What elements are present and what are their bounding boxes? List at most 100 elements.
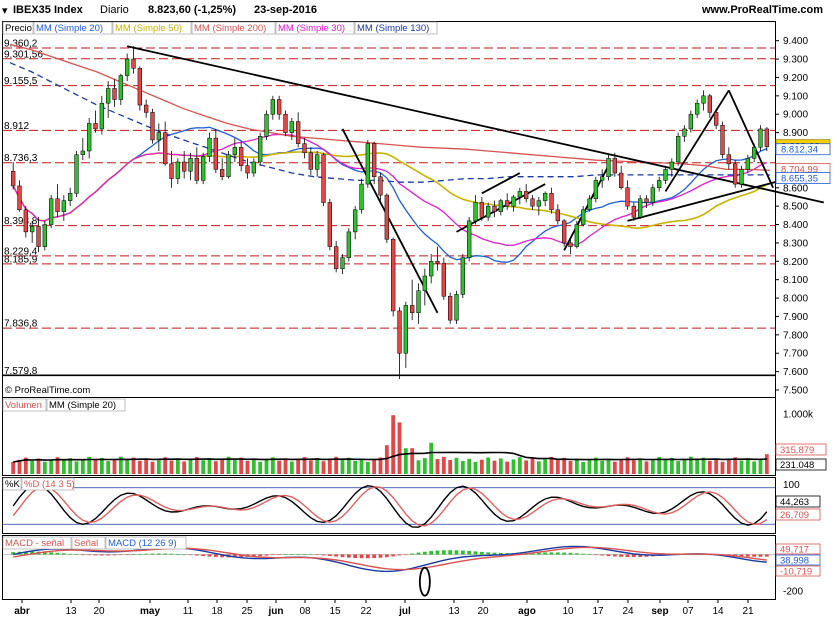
volume-bar: [321, 461, 326, 474]
candle-body: [657, 180, 662, 189]
candle-body: [391, 238, 396, 312]
candle-body: [555, 209, 560, 222]
macd-histogram-bar: [327, 554, 332, 556]
macd-histogram-bar: [365, 554, 370, 559]
price-tick-label: 7.500: [783, 386, 808, 397]
level-label: 9.301,56: [4, 49, 43, 60]
volume-bar: [758, 459, 763, 474]
volume-bar: [524, 460, 529, 474]
volume-bar: [460, 460, 465, 474]
price-change: 8.823,60 (-1,25%): [148, 4, 237, 16]
date-tick-label: 17: [592, 606, 604, 617]
candle-body: [644, 198, 649, 203]
price-tick-label: 8.300: [783, 238, 808, 249]
volume-bar: [543, 459, 548, 474]
macd-histogram-bar: [391, 554, 396, 557]
macd-histogram-bar: [422, 551, 427, 555]
volume-bar: [530, 458, 535, 474]
macd-histogram-bar: [498, 552, 503, 555]
candle-body: [144, 104, 149, 113]
price-tick-label: 8.000: [783, 294, 808, 305]
volume-bar: [479, 459, 484, 474]
volume-bar: [701, 457, 706, 474]
candle-body: [80, 150, 85, 155]
macd-histogram-bar: [543, 552, 548, 555]
macd-histogram-bar: [277, 554, 282, 556]
symbol-name[interactable]: IBEX35 Index: [13, 4, 83, 16]
level-label: 7.836,8: [4, 319, 38, 330]
volume-bar: [657, 456, 662, 474]
macd-histogram-bar: [182, 554, 187, 556]
level-label: 8.229,4: [4, 246, 38, 257]
volume-bar: [213, 461, 218, 474]
level-label: 8.393,8: [4, 216, 38, 227]
candle-body: [384, 194, 389, 240]
legend-mm20: MM (Simple 20): [36, 23, 103, 34]
volume-bar: [403, 448, 408, 474]
macd-histogram-bar: [175, 554, 180, 555]
candle-body: [321, 154, 326, 203]
candle-body: [36, 226, 41, 247]
volume-bar: [429, 442, 434, 474]
candle-body: [422, 275, 427, 291]
level-label: 8.736,3: [4, 153, 38, 164]
volume-bar: [454, 457, 459, 474]
candle-body: [454, 294, 459, 321]
macd-histogram-bar: [758, 554, 763, 557]
candle-body: [93, 123, 98, 130]
trendline: [728, 89, 774, 189]
candle-body: [49, 198, 54, 225]
volume-bar: [562, 457, 567, 474]
volume-bar: [245, 460, 250, 474]
candle-body: [581, 209, 586, 225]
candle-body: [277, 99, 282, 115]
volume-bar: [372, 459, 377, 474]
date-tick-label: 22: [360, 606, 372, 617]
volume-bar: [201, 460, 206, 474]
price-boxes: 8.823,608.812,348.704,998.655,35: [775, 139, 831, 185]
price-box-label: 8.655,35: [781, 174, 818, 185]
macd-histogram-bar: [201, 554, 206, 557]
date-tick-label: 20: [477, 606, 489, 617]
dropdown-arrow-icon[interactable]: ▾: [2, 5, 8, 17]
candle-body: [55, 198, 60, 212]
candle-body: [714, 112, 719, 126]
date-tick-label: ago: [518, 606, 536, 617]
price-tick-label: 7.600: [783, 367, 808, 378]
macd-histogram-bar: [87, 554, 92, 556]
macd-histogram-bar: [429, 551, 434, 555]
date-tick-label: 11: [183, 606, 194, 617]
candle-body: [106, 88, 111, 104]
candle-body: [682, 128, 687, 137]
price-tick-label: 8.600: [783, 183, 808, 194]
macd-histogram-bar: [156, 553, 161, 555]
macd-histogram-bar: [435, 550, 440, 555]
stoch-box-label: 26,709: [780, 510, 809, 521]
period-label[interactable]: Diario: [100, 4, 129, 16]
stoch-box: [775, 495, 821, 508]
volume-bar: [175, 458, 180, 474]
candle-body: [30, 226, 35, 233]
volume-bar: [106, 461, 111, 474]
candle-body: [612, 158, 617, 174]
candle-body: [511, 196, 516, 207]
volume-bar: [726, 459, 731, 474]
volume-bar: [714, 458, 719, 474]
price-tick-label: 9.400: [783, 36, 808, 47]
macd-histogram-bar: [11, 552, 16, 555]
candle-body: [270, 99, 275, 115]
legend-senal: Señal: [74, 538, 98, 549]
legend-k: %K: [5, 479, 20, 490]
candle-body: [87, 123, 92, 152]
macd-histogram-bar: [486, 552, 491, 555]
date-tick-label: abr: [14, 606, 30, 617]
price-box-label: 8.704,99: [781, 164, 818, 175]
volume-box: [775, 443, 827, 456]
volume-bar: [207, 457, 212, 474]
candle-body: [429, 261, 434, 277]
macd-tick-label: -200: [783, 586, 803, 597]
volume-bar: [99, 457, 104, 474]
candle-body: [498, 200, 503, 212]
date-tick-label: sep: [651, 606, 668, 617]
